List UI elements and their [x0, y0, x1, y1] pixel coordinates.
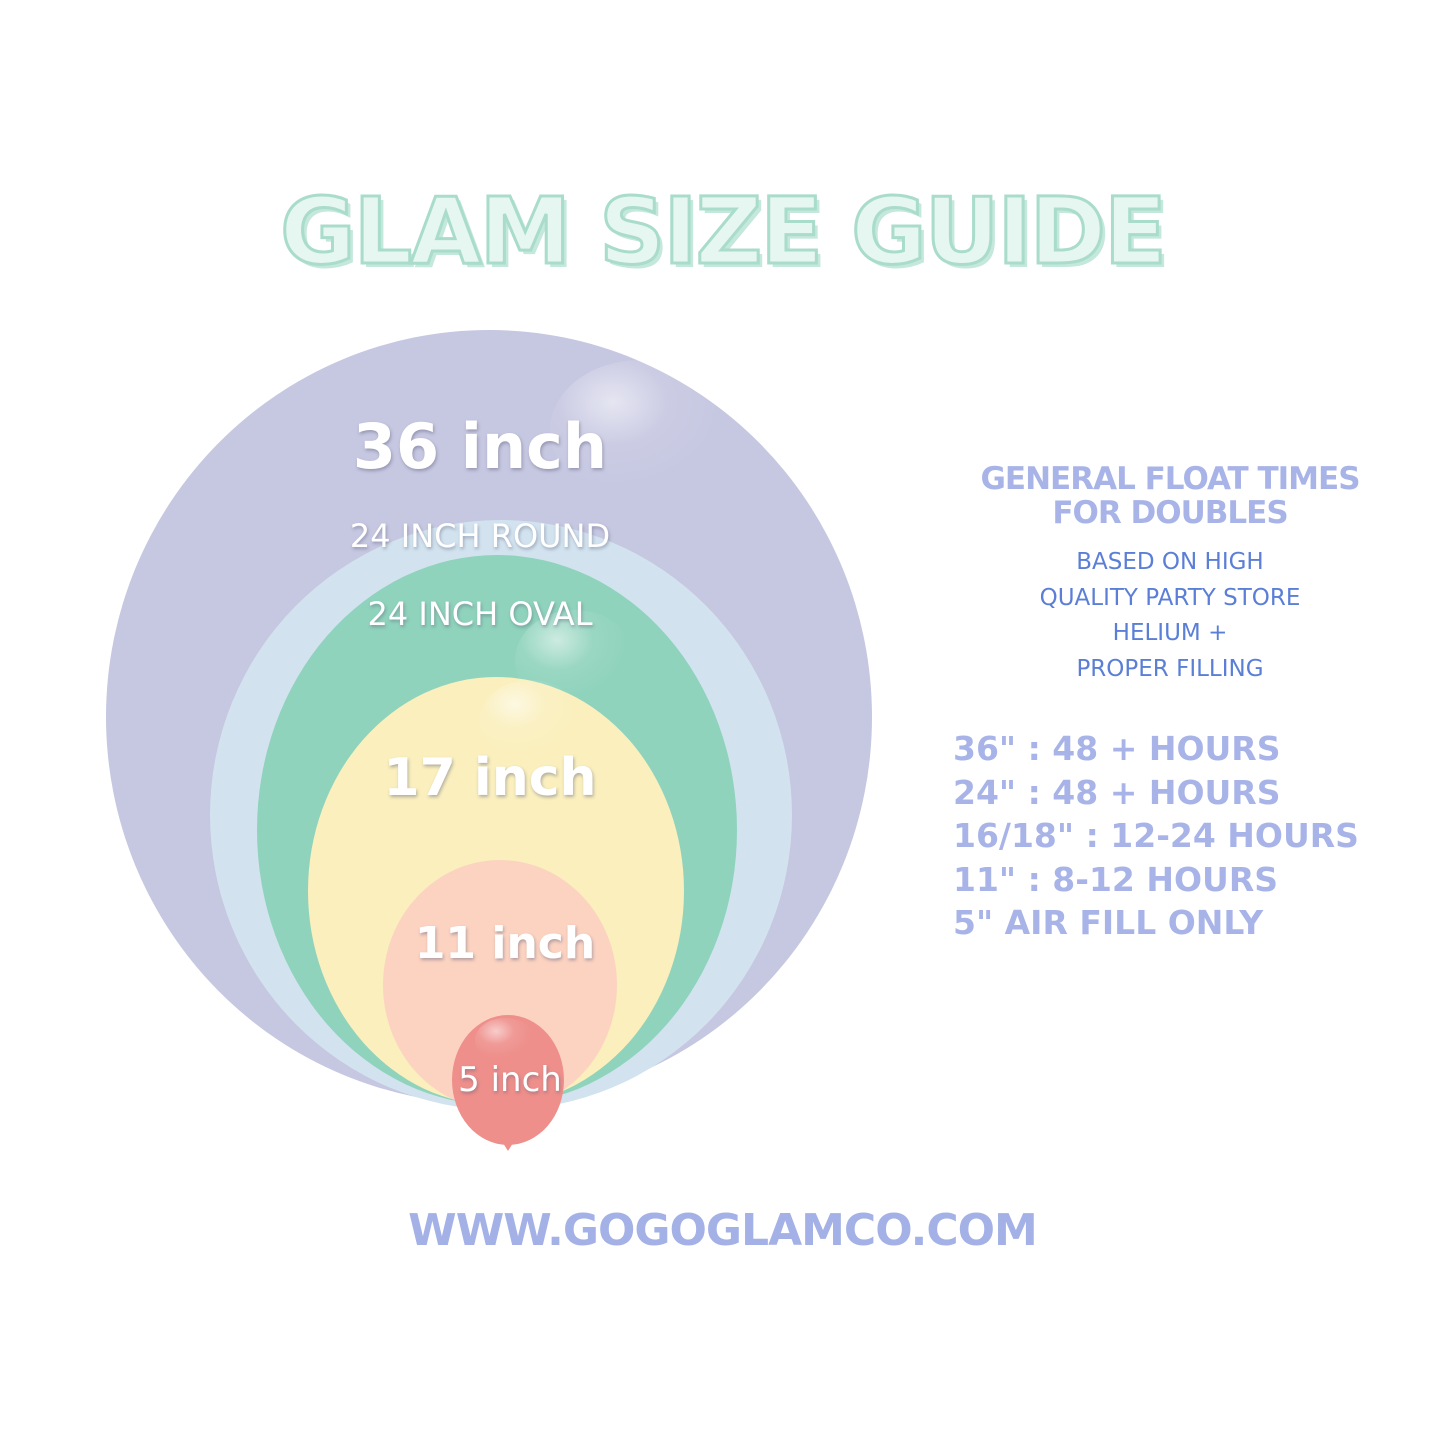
label-11-inch: 11 inch: [414, 918, 596, 969]
label-5-inch: 5 inch: [458, 1060, 562, 1100]
float-time-row: 11" : 8-12 HOURS: [953, 859, 1279, 899]
website-link[interactable]: WWW.GOGOGLAMCO.COM: [408, 1205, 1038, 1256]
float-time-row: 24" : 48 + HOURS: [953, 772, 1281, 812]
balloon-11-inch: [383, 860, 617, 1110]
balloon-shine: [480, 680, 580, 760]
note-line: BASED ON HIGH: [1076, 549, 1264, 575]
label-36-inch: 36 inch: [352, 410, 608, 483]
heading-line: GENERAL FLOAT TIMES: [980, 461, 1360, 497]
label-24-inch-oval: 24 INCH OVAL: [367, 595, 593, 633]
note-line: QUALITY PARTY STORE: [1039, 584, 1301, 611]
note-line: HELIUM +: [1112, 620, 1228, 646]
page-title: GLAM SIZE GUIDE: [279, 177, 1169, 287]
float-time-row: 5" AIR FILL ONLY: [953, 903, 1264, 942]
heading-line: FOR DOUBLES: [1052, 495, 1288, 531]
float-times-list: 36" : 48 + HOURS 24" : 48 + HOURS 16/18"…: [953, 727, 1359, 945]
float-times-heading: GENERAL FLOAT TIMES FOR DOUBLES: [940, 462, 1400, 530]
balloon-shine: [475, 1018, 535, 1062]
note-line: PROPER FILLING: [1076, 655, 1264, 682]
float-time-row: 36" : 48 + HOURS: [953, 729, 1281, 768]
float-times-note: BASED ON HIGH QUALITY PARTY STORE HELIUM…: [940, 545, 1400, 687]
balloon-knot-icon: [503, 1143, 513, 1151]
float-time-row: 16/18" : 12-24 HOURS: [953, 816, 1359, 855]
label-17-inch: 17 inch: [383, 748, 597, 808]
balloon-shine: [550, 360, 730, 500]
label-24-inch-round: 24 INCH ROUND: [349, 517, 611, 555]
